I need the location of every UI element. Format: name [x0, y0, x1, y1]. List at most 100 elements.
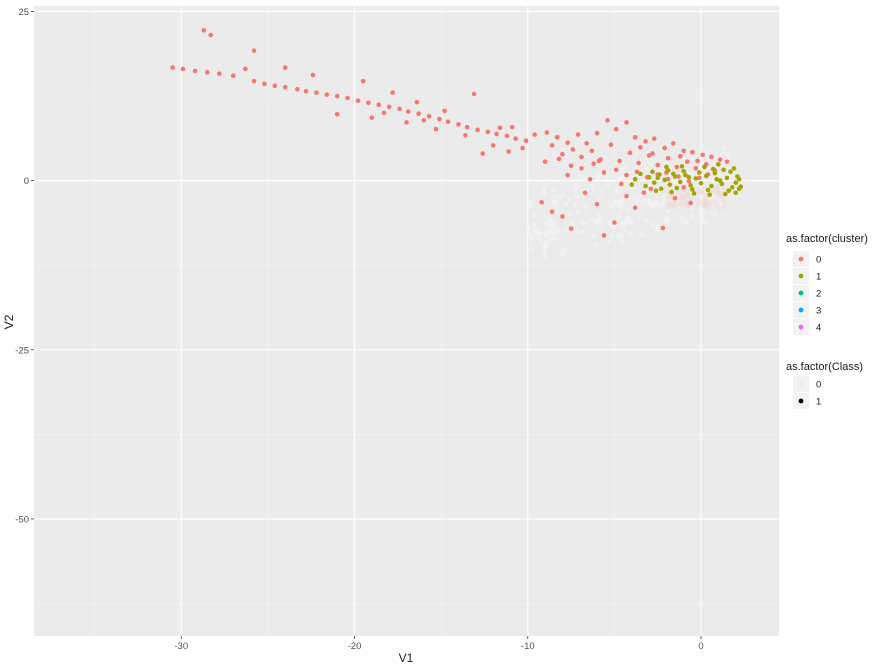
point-cluster-0 [582, 190, 588, 196]
legend-cluster: as.factor(cluster) 0 1 2 3 4 [786, 233, 868, 335]
class-0-point [542, 250, 548, 256]
legend-key-2 [798, 290, 804, 296]
class-0-point [688, 194, 694, 201]
point-cluster-0 [643, 139, 648, 144]
class-0-point [550, 186, 556, 193]
class-0-point [553, 236, 559, 242]
legend-cluster-title: as.factor(cluster) [786, 233, 868, 245]
data-points [170, 28, 744, 238]
point-cluster-0 [360, 78, 366, 84]
x-tick-label: -10 [521, 641, 535, 652]
class-0-point [700, 147, 706, 153]
point-cluster-0 [662, 145, 667, 151]
class-0-point [667, 202, 674, 208]
y-tick-label: -50 [15, 514, 29, 525]
class-0-point [576, 229, 582, 236]
class-0-point [612, 199, 618, 205]
point-cluster-0 [405, 109, 411, 114]
point-cluster-1 [703, 173, 709, 179]
legend-key-1 [798, 273, 804, 279]
point-cluster-1 [722, 191, 728, 197]
class-0-point [721, 205, 727, 211]
legend-key-3 [798, 307, 804, 313]
class-0-point [714, 203, 720, 209]
class-0-point [607, 220, 614, 226]
class-0-point [628, 197, 634, 203]
class-0-point [566, 210, 572, 217]
class-0-point [614, 187, 620, 194]
class-0-point [674, 179, 680, 185]
class-0-point [575, 209, 581, 215]
point-cluster-0 [650, 151, 655, 156]
class-0-point [593, 242, 600, 248]
point-cluster-0 [612, 220, 617, 225]
class-0-point [525, 225, 531, 231]
class-0-point [618, 206, 625, 212]
class-0-point [530, 246, 536, 252]
point-cluster-0 [314, 90, 319, 95]
point-cluster-0 [690, 149, 695, 155]
point-cluster-0 [681, 185, 687, 190]
point-cluster-1 [707, 192, 712, 198]
point-cluster-0 [471, 91, 477, 97]
point-cluster-0 [230, 73, 236, 78]
point-cluster-0 [594, 130, 600, 136]
class-0-point [677, 201, 683, 207]
class-0-point [697, 199, 704, 205]
x-axis-ticks: -30 -20 -10 0 [174, 636, 704, 652]
class-0-point [684, 202, 690, 209]
class-0-point [721, 198, 727, 205]
point-cluster-0 [665, 176, 671, 182]
point-cluster-0 [671, 141, 676, 146]
point-cluster-0 [366, 100, 371, 106]
class-0-point [700, 202, 707, 208]
class-0-point [531, 220, 537, 227]
point-cluster-0 [591, 161, 596, 166]
class-0-point [621, 219, 628, 225]
point-cluster-0 [676, 174, 681, 179]
class-0-point [716, 171, 722, 178]
point-cluster-0 [445, 119, 451, 125]
class-0-point [548, 229, 554, 235]
point-cluster-1 [657, 172, 662, 177]
class-0-point [675, 202, 682, 209]
class-0-point [705, 201, 711, 207]
point-cluster-0 [433, 126, 439, 132]
legend-label-0: 0 [816, 255, 821, 266]
point-cluster-0 [490, 143, 496, 148]
class-0-point [701, 200, 707, 206]
point-cluster-1 [653, 188, 659, 194]
point-cluster-1 [681, 168, 687, 174]
point-cluster-0 [324, 92, 330, 97]
class-0-point [567, 195, 573, 202]
point-cluster-1 [709, 183, 714, 189]
class-0-point [724, 151, 731, 157]
class-0-point [722, 186, 728, 193]
point-cluster-1 [726, 188, 732, 194]
point-cluster-0 [724, 159, 730, 164]
class-0-point [573, 226, 579, 233]
point-cluster-0 [596, 158, 602, 164]
class-0-point [714, 189, 720, 196]
point-cluster-0 [513, 136, 518, 141]
point-cluster-0 [475, 127, 480, 133]
class-0-point [688, 155, 695, 162]
class-0-point [596, 212, 602, 218]
point-cluster-0 [504, 133, 510, 139]
class-0-point [656, 203, 662, 209]
point-cluster-0 [594, 201, 600, 207]
class-0-point [712, 211, 718, 217]
point-cluster-1 [690, 187, 695, 192]
class-0-point [636, 214, 642, 220]
point-cluster-0 [608, 142, 614, 148]
point-cluster-1 [728, 169, 733, 175]
point-cluster-0 [282, 65, 288, 70]
point-cluster-1 [702, 164, 707, 170]
point-cluster-1 [664, 164, 669, 170]
point-cluster-0 [303, 88, 309, 94]
point-cluster-1 [646, 174, 652, 180]
point-cluster-0 [192, 68, 198, 74]
point-cluster-0 [681, 148, 687, 154]
point-cluster-0 [355, 98, 361, 104]
point-cluster-0 [660, 225, 666, 231]
